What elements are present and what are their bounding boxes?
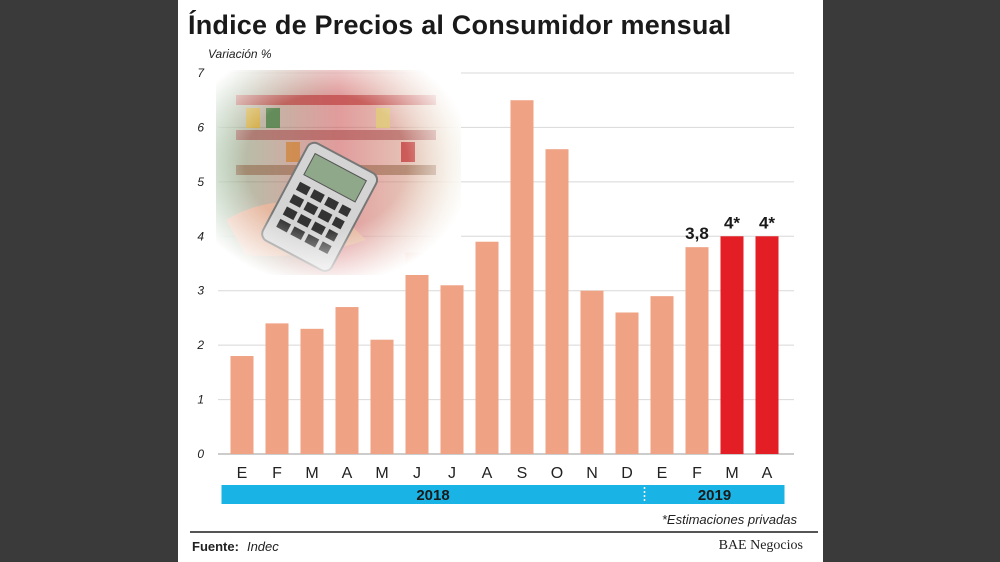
y-tick-label: 3 (197, 284, 204, 298)
x-tick-label: E (657, 465, 668, 482)
x-tick-label: E (237, 465, 248, 482)
year-band (221, 485, 645, 504)
x-tick-label: D (621, 465, 633, 482)
x-tick-label: F (692, 465, 702, 482)
y-axis-label: Variación % (208, 47, 272, 61)
x-tick-label: A (482, 465, 493, 482)
y-tick-label: 5 (197, 175, 204, 189)
x-tick-label: J (413, 465, 421, 482)
y-tick-label: 7 (197, 66, 205, 80)
data-label: 4* (724, 213, 740, 232)
bar (300, 328, 324, 454)
x-tick-label: S (517, 465, 528, 482)
bar (650, 296, 674, 454)
data-label: 3,8 (685, 224, 709, 243)
footer-divider (190, 531, 818, 533)
year-label: 2018 (416, 487, 449, 504)
y-tick-label: 1 (197, 393, 204, 407)
bar (335, 307, 359, 454)
x-tick-label: N (586, 465, 598, 482)
bar (685, 247, 709, 454)
y-tick-label: 6 (197, 120, 204, 134)
bar (405, 252, 429, 454)
x-tick-label: M (725, 465, 738, 482)
bar (755, 236, 779, 454)
bar (615, 312, 639, 454)
x-tick-label: M (305, 465, 318, 482)
bar (440, 285, 464, 454)
bar (510, 100, 534, 454)
x-tick-label: O (551, 465, 563, 482)
year-label: 2019 (698, 487, 731, 504)
bar (545, 149, 569, 454)
x-tick-label: J (448, 465, 456, 482)
footnote: *Estimaciones privadas (661, 512, 797, 527)
x-tick-label: M (375, 465, 388, 482)
source-label: Fuente: (192, 539, 239, 554)
source-line: Fuente: Indec (192, 539, 279, 554)
x-tick-label: A (342, 465, 353, 482)
x-tick-label: A (762, 465, 773, 482)
bar (265, 323, 289, 454)
y-tick-label: 0 (197, 447, 204, 461)
year-band (644, 485, 785, 504)
bar (230, 356, 254, 454)
data-label: 4* (759, 213, 775, 232)
bar (580, 290, 604, 454)
chart-title: Índice de Precios al Consumidor mensual (188, 10, 732, 40)
y-tick-label: 4 (197, 229, 204, 243)
bar (720, 236, 744, 454)
publisher-brand: BAE Negocios (718, 538, 803, 553)
x-tick-label: F (272, 465, 282, 482)
source-value: Indec (246, 539, 279, 554)
calculator-supermarket-photo-icon (216, 70, 461, 275)
bar-chart: 0 1 2 3 4 5 6 7 3,8 4* 4* E F M A M J J A S O N D E F M A 2018 2019 (196, 66, 794, 504)
bar (370, 339, 394, 454)
infographic-card: Índice de Precios al Consumidor mensual … (178, 0, 823, 562)
y-tick-label: 2 (196, 338, 204, 352)
bar (475, 241, 499, 454)
